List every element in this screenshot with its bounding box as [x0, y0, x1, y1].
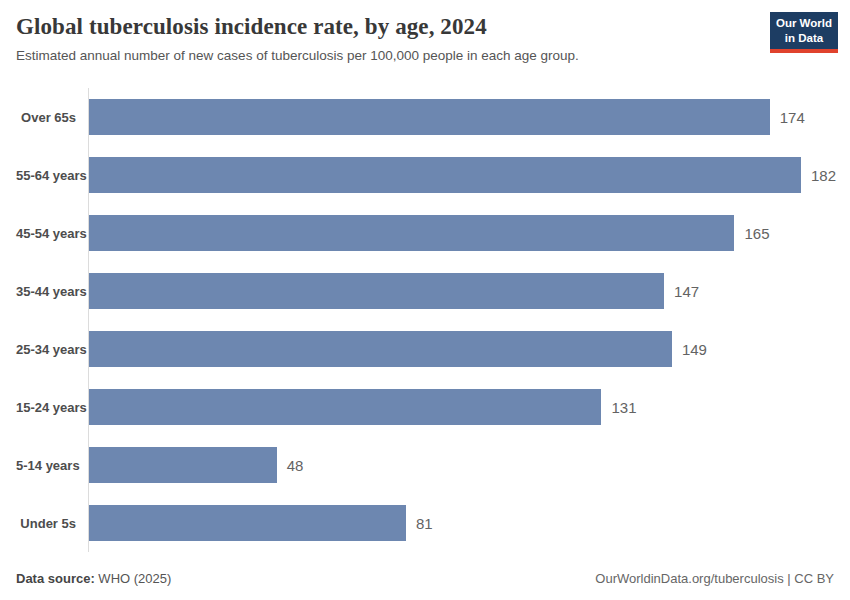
bar-track: 81	[88, 494, 834, 552]
bar-track: 147	[88, 262, 834, 320]
category-label: 5-14 years	[16, 458, 88, 473]
bar-row: 15-24 years 131	[16, 378, 834, 436]
chart-subtitle: Estimated annual number of new cases of …	[16, 48, 750, 63]
bar-row: 35-44 years 147	[16, 262, 834, 320]
bar-track: 48	[88, 436, 834, 494]
data-source: Data source: WHO (2025)	[16, 571, 171, 586]
value-label: 131	[611, 399, 636, 416]
bar-track: 174	[88, 88, 834, 146]
owid-url-link[interactable]: OurWorldinData.org/tuberculosis	[595, 571, 783, 586]
bar[interactable]	[89, 505, 406, 541]
bar[interactable]	[89, 215, 734, 251]
data-source-value: WHO (2025)	[95, 571, 172, 586]
bar-row: Over 65s 174	[16, 88, 834, 146]
value-label: 165	[744, 225, 769, 242]
chart-header: Global tuberculosis incidence rate, by a…	[16, 14, 750, 63]
bar-row: Under 5s 81	[16, 494, 834, 552]
value-label: 48	[287, 457, 304, 474]
bar[interactable]	[89, 389, 601, 425]
bar[interactable]	[89, 157, 801, 193]
bar-track: 131	[88, 378, 834, 436]
category-label: 55-64 years	[16, 168, 88, 183]
owid-logo: Our World in Data	[770, 12, 838, 53]
owid-logo-line1: Our World	[776, 16, 832, 30]
bar[interactable]	[89, 99, 770, 135]
value-label: 147	[674, 283, 699, 300]
value-label: 174	[780, 109, 805, 126]
bar-track: 149	[88, 320, 834, 378]
category-label: Under 5s	[16, 516, 88, 531]
bar-row: 45-54 years 165	[16, 204, 834, 262]
value-label: 182	[811, 167, 836, 184]
owid-logo-line2: in Data	[785, 31, 823, 45]
bar-track: 165	[88, 204, 834, 262]
bar-row: 55-64 years 182	[16, 146, 834, 204]
category-label: 45-54 years	[16, 226, 88, 241]
bar-row: 5-14 years 48	[16, 436, 834, 494]
bar-track: 182	[88, 146, 834, 204]
value-label: 81	[416, 515, 433, 532]
footer-attribution: OurWorldinData.org/tuberculosis | CC BY	[595, 571, 834, 586]
chart-footer: Data source: WHO (2025) OurWorldinData.o…	[16, 571, 834, 586]
data-source-label: Data source:	[16, 571, 95, 586]
value-label: 149	[682, 341, 707, 358]
chart-title: Global tuberculosis incidence rate, by a…	[16, 14, 750, 40]
category-label: 15-24 years	[16, 400, 88, 415]
category-label: Over 65s	[16, 110, 88, 125]
bar[interactable]	[89, 447, 277, 483]
license-label: | CC BY	[784, 571, 834, 586]
category-label: 25-34 years	[16, 342, 88, 357]
category-label: 35-44 years	[16, 284, 88, 299]
bar[interactable]	[89, 331, 672, 367]
bar-chart: Over 65s 174 55-64 years 182 45-54 years 165 3…	[16, 88, 834, 552]
chart-container: Global tuberculosis incidence rate, by a…	[0, 0, 850, 600]
bar-row: 25-34 years 149	[16, 320, 834, 378]
bar[interactable]	[89, 273, 664, 309]
